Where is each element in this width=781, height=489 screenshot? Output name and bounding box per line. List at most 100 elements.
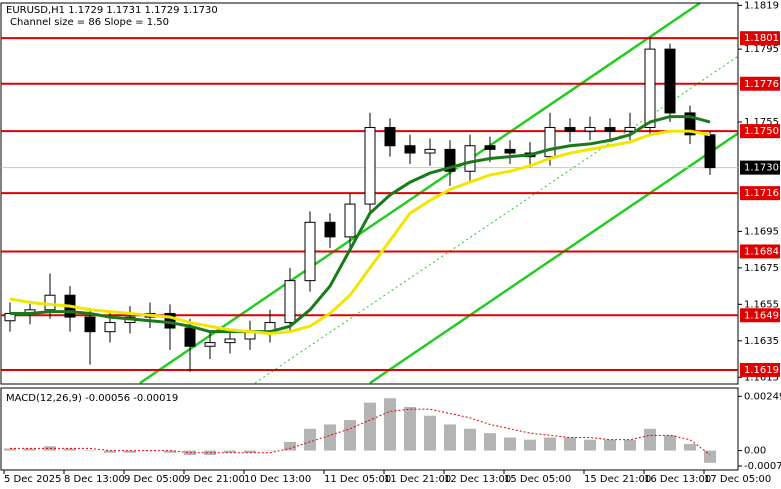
macd-bar — [544, 437, 556, 451]
x-tick-label: 15 Dec 21:00 — [584, 474, 651, 485]
macd-bar — [4, 448, 16, 451]
level-label-box — [740, 308, 780, 323]
y-tick-label: 1.1695 — [744, 226, 779, 237]
candle-body — [684, 112, 696, 136]
candle-body — [304, 221, 316, 282]
level-label-box — [740, 31, 780, 46]
macd-bar — [104, 450, 116, 453]
candle-body — [424, 148, 436, 154]
moving-average — [9, 129, 711, 336]
candle-body — [644, 48, 656, 129]
channel-lower — [369, 131, 738, 384]
level-label-box — [740, 244, 780, 259]
level-label: 1.1750 — [744, 126, 779, 137]
level-label: 1.1619 — [744, 365, 779, 376]
x-tick-label: 11 Dec 05:00 — [324, 474, 391, 485]
x-tick-label: 11 Dec 21:00 — [384, 474, 451, 485]
y-tick-label: 1.1755 — [744, 117, 779, 128]
x-tick-label: 17 Dec 05:00 — [704, 474, 771, 485]
level-label: 1.1776 — [744, 79, 779, 90]
x-tick-label: 9 Dec 21:00 — [184, 474, 245, 485]
y-tick-label: 1.1819 — [744, 0, 779, 11]
moving-average — [10, 115, 711, 334]
macd-title: MACD(12,26,9) -0.00056 -0.00019 — [6, 393, 178, 404]
y-tick-label: -0.00071 — [744, 461, 781, 472]
macd-bar — [124, 450, 136, 453]
macd-bar — [24, 448, 36, 451]
x-tick-label: 5 Dec 2025 — [4, 474, 62, 485]
y-tick-label: 0.00 — [744, 446, 766, 457]
candle-body — [624, 127, 636, 132]
macd-bar — [64, 448, 76, 451]
macd-bar — [424, 415, 436, 451]
macd-bar — [684, 444, 696, 451]
macd-bar — [444, 424, 456, 451]
y-tick-label: 0.00249 — [744, 391, 781, 402]
level-label-box — [740, 362, 780, 377]
macd-bar — [564, 437, 576, 451]
candle-body — [464, 145, 476, 172]
macd-bar — [304, 428, 316, 451]
macd-bar — [344, 420, 356, 451]
macd-frame — [0, 387, 739, 471]
level-label-box — [740, 76, 780, 91]
macd-bar — [584, 439, 596, 451]
macd-bar — [464, 428, 476, 451]
macd-bar — [404, 406, 416, 451]
plot — [1, 37, 738, 372]
candle-body — [224, 338, 236, 344]
macd-bar — [664, 435, 676, 451]
candle-body — [204, 342, 216, 347]
candle-body — [484, 145, 496, 150]
macd-bar — [164, 450, 176, 453]
x-tick-label: 12 Dec 13:00 — [444, 474, 511, 485]
candle-body — [404, 145, 416, 154]
candle-body — [664, 48, 676, 114]
x-tick-label: 8 Dec 13:00 — [64, 474, 125, 485]
macd-bar — [364, 402, 376, 451]
price-label-box — [740, 160, 780, 175]
macd-bar — [604, 439, 616, 451]
macd-bar — [644, 428, 656, 451]
price-label: 1.1730 — [744, 163, 779, 174]
macd-bar — [504, 437, 516, 451]
level-label: 1.1684 — [744, 246, 779, 257]
candle-body — [104, 322, 116, 333]
level-label-box — [740, 186, 780, 201]
x-tick-label: 16 Dec 13:00 — [644, 474, 711, 485]
level-label: 1.1801 — [744, 33, 779, 44]
candle-body — [544, 127, 556, 158]
candle-body — [184, 327, 196, 347]
macd-signal — [10, 408, 711, 456]
macd-bar — [384, 398, 396, 451]
macd-bar — [244, 450, 256, 453]
macd-bar — [224, 450, 236, 453]
level-label: 1.1649 — [744, 310, 779, 321]
candle-body — [84, 316, 96, 333]
x-tick-label: 15 Dec 05:00 — [504, 474, 571, 485]
x-tick-label: 9 Dec 05:00 — [124, 474, 185, 485]
chart-title: EURUSD,H1 1.1729 1.1731 1.1729 1.1730 — [6, 5, 218, 16]
macd-bar — [264, 450, 276, 452]
y-tick-label: 1.1675 — [744, 263, 779, 274]
candle-body — [384, 127, 396, 147]
x-tick-label: 10 Dec 13:00 — [244, 474, 311, 485]
y-tick-label: 1.1615 — [744, 372, 779, 383]
y-tick-label: 1.1655 — [744, 299, 779, 310]
candle-body — [324, 221, 336, 238]
macd-bar — [624, 439, 636, 451]
macd-bar — [524, 439, 536, 451]
candle-body — [344, 203, 356, 238]
candle-body — [504, 148, 516, 154]
candle-body — [364, 127, 376, 205]
candle-body — [704, 134, 716, 169]
level-label-box — [740, 124, 780, 139]
macd-bar — [84, 450, 96, 452]
macd-bar — [284, 441, 296, 451]
macd-bar — [704, 450, 716, 463]
candle-body — [604, 127, 616, 132]
candle-body — [564, 127, 576, 132]
candle-body — [444, 148, 456, 172]
chart-subtitle: Channel size = 86 Slope = 1.50 — [10, 17, 169, 28]
